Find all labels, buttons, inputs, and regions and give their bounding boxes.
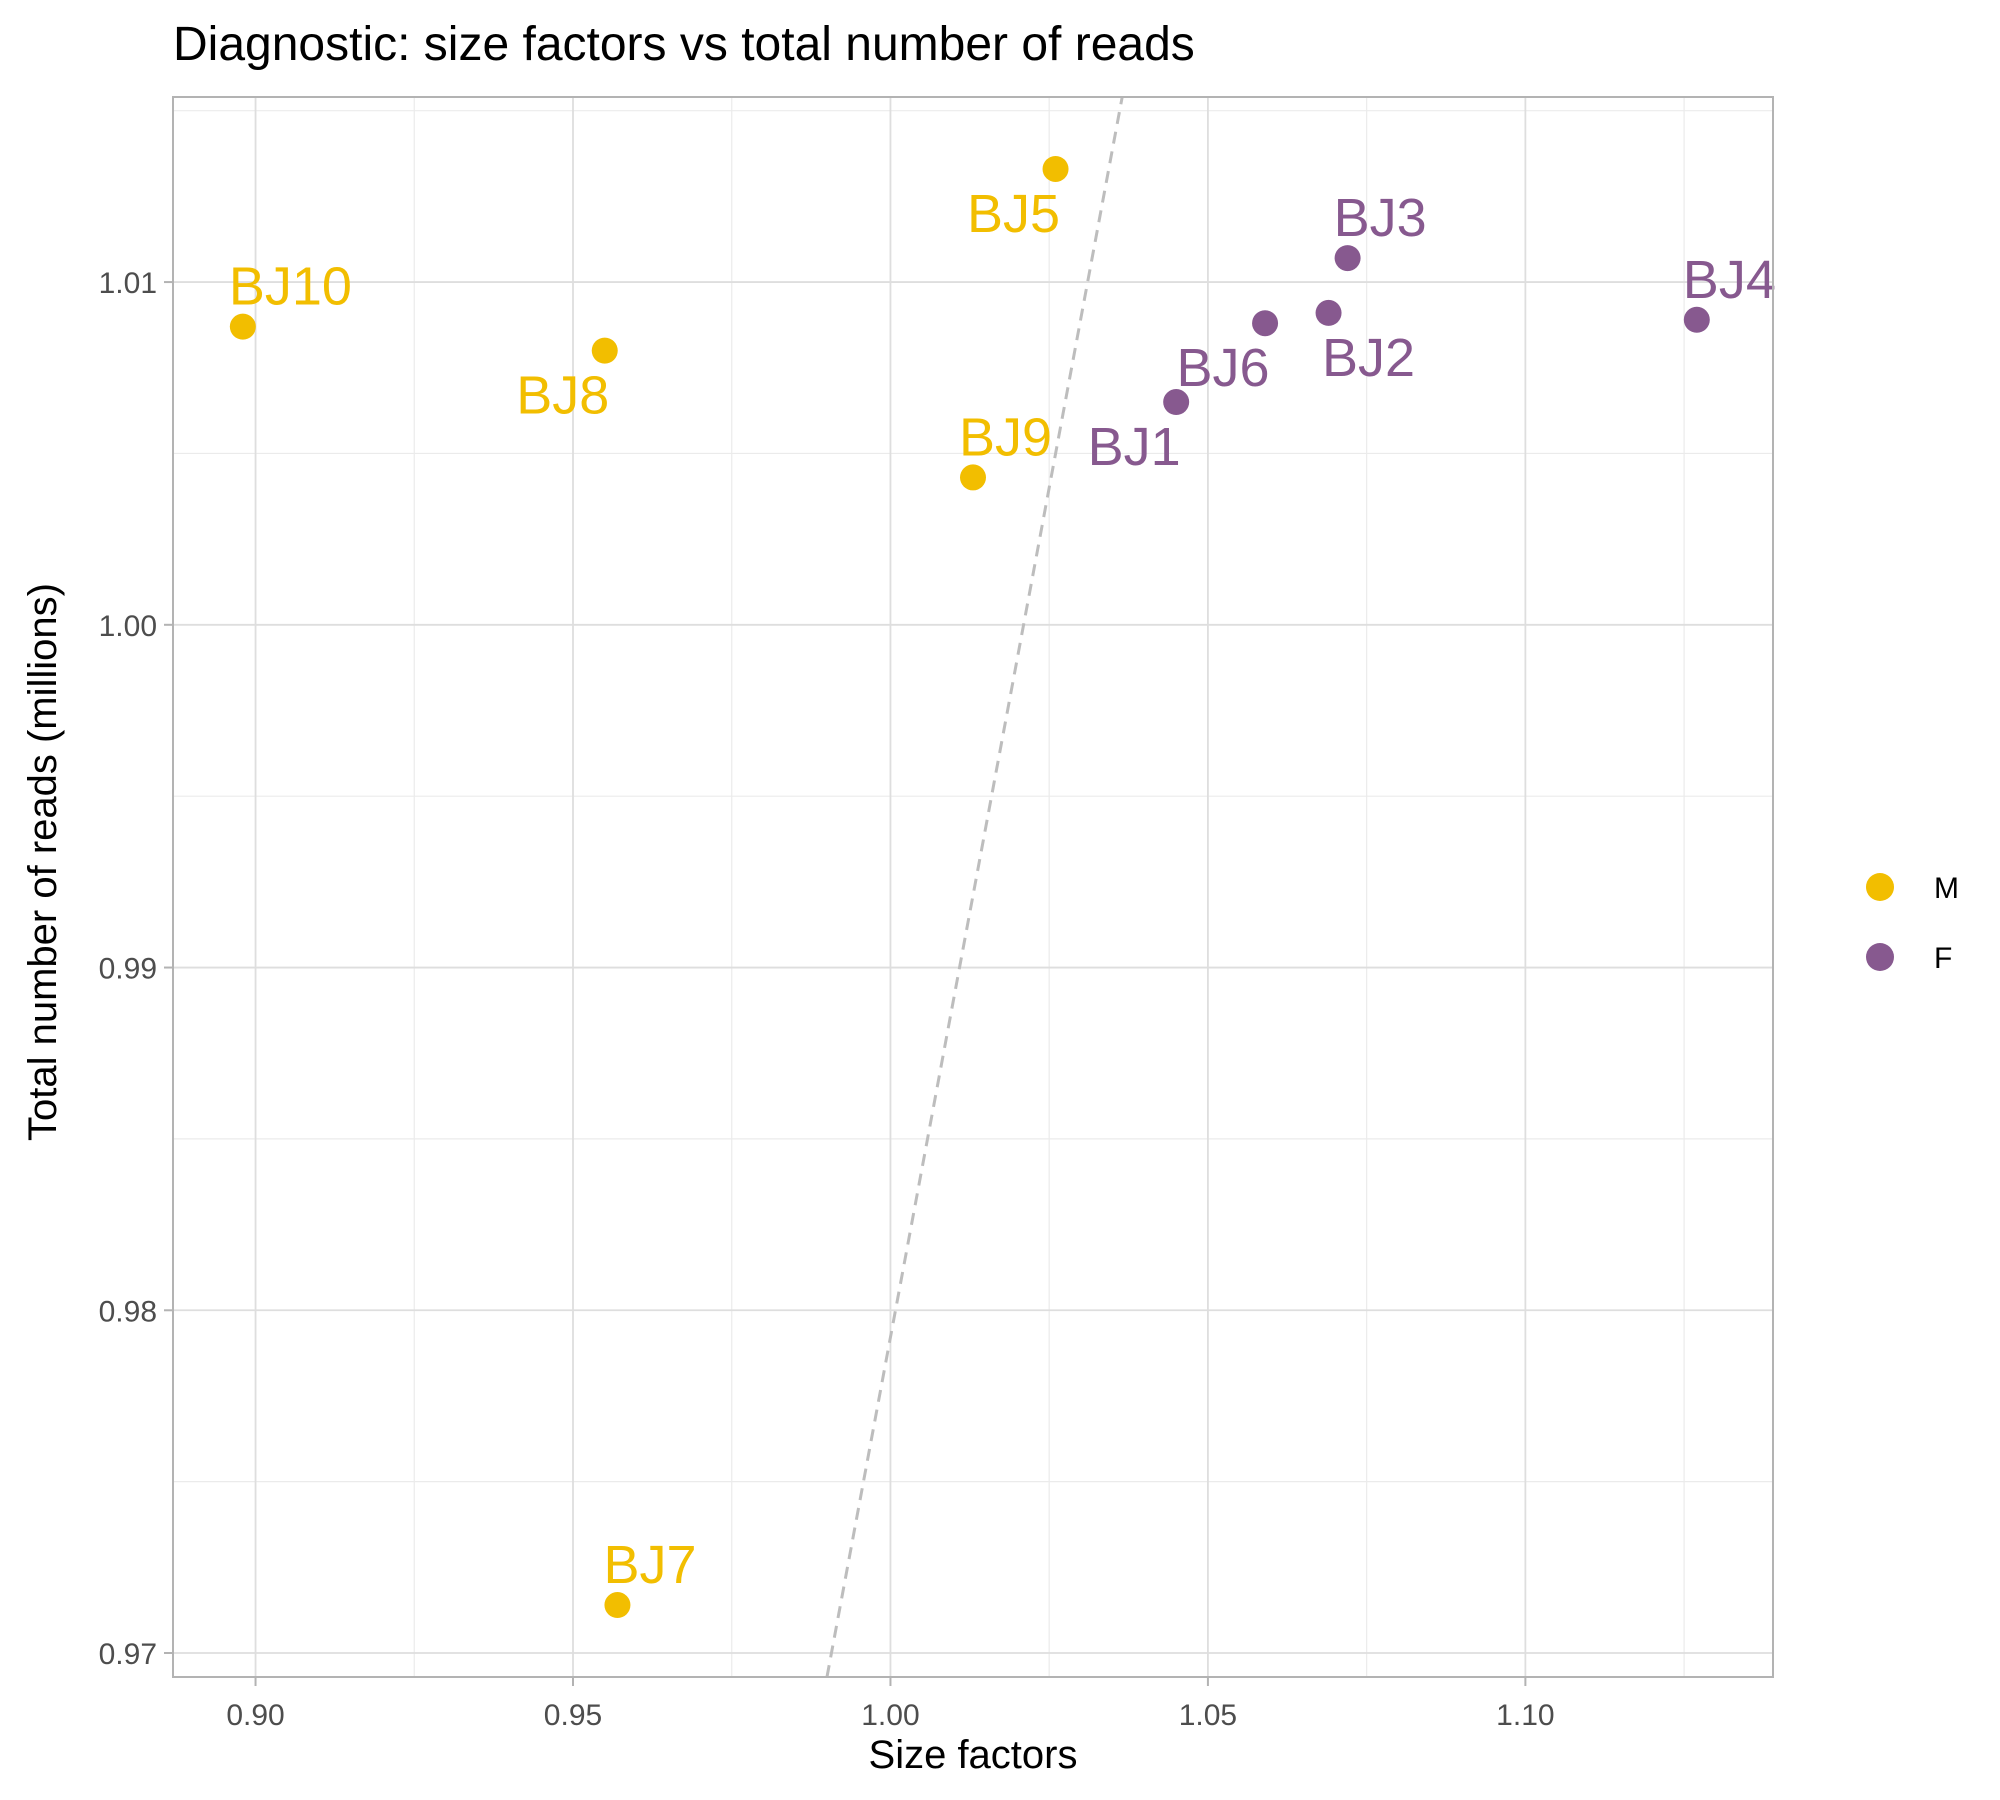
point-labels-group: BJ10 BJ8 BJ5 BJ9 BJ7 BJ1 BJ6 BJ2 BJ3 BJ4 — [229, 184, 1776, 1595]
data-point — [229, 313, 256, 340]
y-tick-label: 0.99 — [99, 953, 157, 986]
data-point — [1315, 299, 1342, 326]
point-label: BJ2 — [1322, 328, 1415, 388]
point-label: BJ10 — [229, 257, 352, 317]
legend-key — [1866, 873, 1894, 901]
panel-border — [172, 96, 1774, 1678]
x-tick-label: 0.90 — [226, 1699, 284, 1732]
point-label: BJ9 — [959, 407, 1052, 467]
legend: MF — [1866, 872, 1959, 975]
point-label: BJ7 — [603, 1535, 696, 1595]
x-tick-label: 1.05 — [1179, 1699, 1237, 1732]
data-point — [1163, 389, 1190, 416]
x-tick-label: 1.10 — [1496, 1699, 1554, 1732]
y-tick-label: 0.98 — [99, 1295, 157, 1328]
reference-line-group — [825, 96, 1124, 1678]
y-tick-label: 1.01 — [99, 267, 157, 300]
data-point — [1334, 245, 1361, 272]
point-label: BJ8 — [516, 366, 609, 426]
x-tick-label: 1.00 — [861, 1699, 919, 1732]
data-point — [1042, 155, 1069, 182]
point-label: BJ4 — [1683, 250, 1776, 310]
y-axis-ticks: 0.97 0.98 0.99 1.00 1.01 — [99, 267, 173, 1671]
x-axis-ticks: 0.90 0.95 1.00 1.05 1.10 — [226, 1677, 1555, 1732]
point-label: BJ6 — [1177, 338, 1270, 398]
legend-label: M — [1934, 872, 1959, 905]
chart-title: Diagnostic: size factors vs total number… — [173, 18, 1195, 71]
y-tick-label: 1.00 — [99, 610, 157, 643]
data-point — [1683, 306, 1710, 333]
legend-key — [1866, 943, 1894, 971]
x-tick-label: 0.95 — [544, 1699, 602, 1732]
grid — [173, 97, 1773, 1677]
reference-line — [825, 96, 1124, 1678]
point-label: BJ5 — [967, 184, 1060, 244]
data-point — [960, 464, 986, 491]
data-point — [604, 1592, 631, 1619]
data-point — [1252, 310, 1279, 337]
point-label: BJ1 — [1088, 417, 1181, 477]
legend-label: F — [1934, 942, 1952, 975]
data-point — [591, 337, 618, 364]
x-axis-title: Size factors — [869, 1733, 1078, 1777]
y-tick-label: 0.97 — [99, 1638, 157, 1671]
points-group — [229, 155, 1710, 1619]
y-axis-title: Total number of reads (millions) — [21, 583, 65, 1141]
point-label: BJ3 — [1334, 188, 1427, 248]
